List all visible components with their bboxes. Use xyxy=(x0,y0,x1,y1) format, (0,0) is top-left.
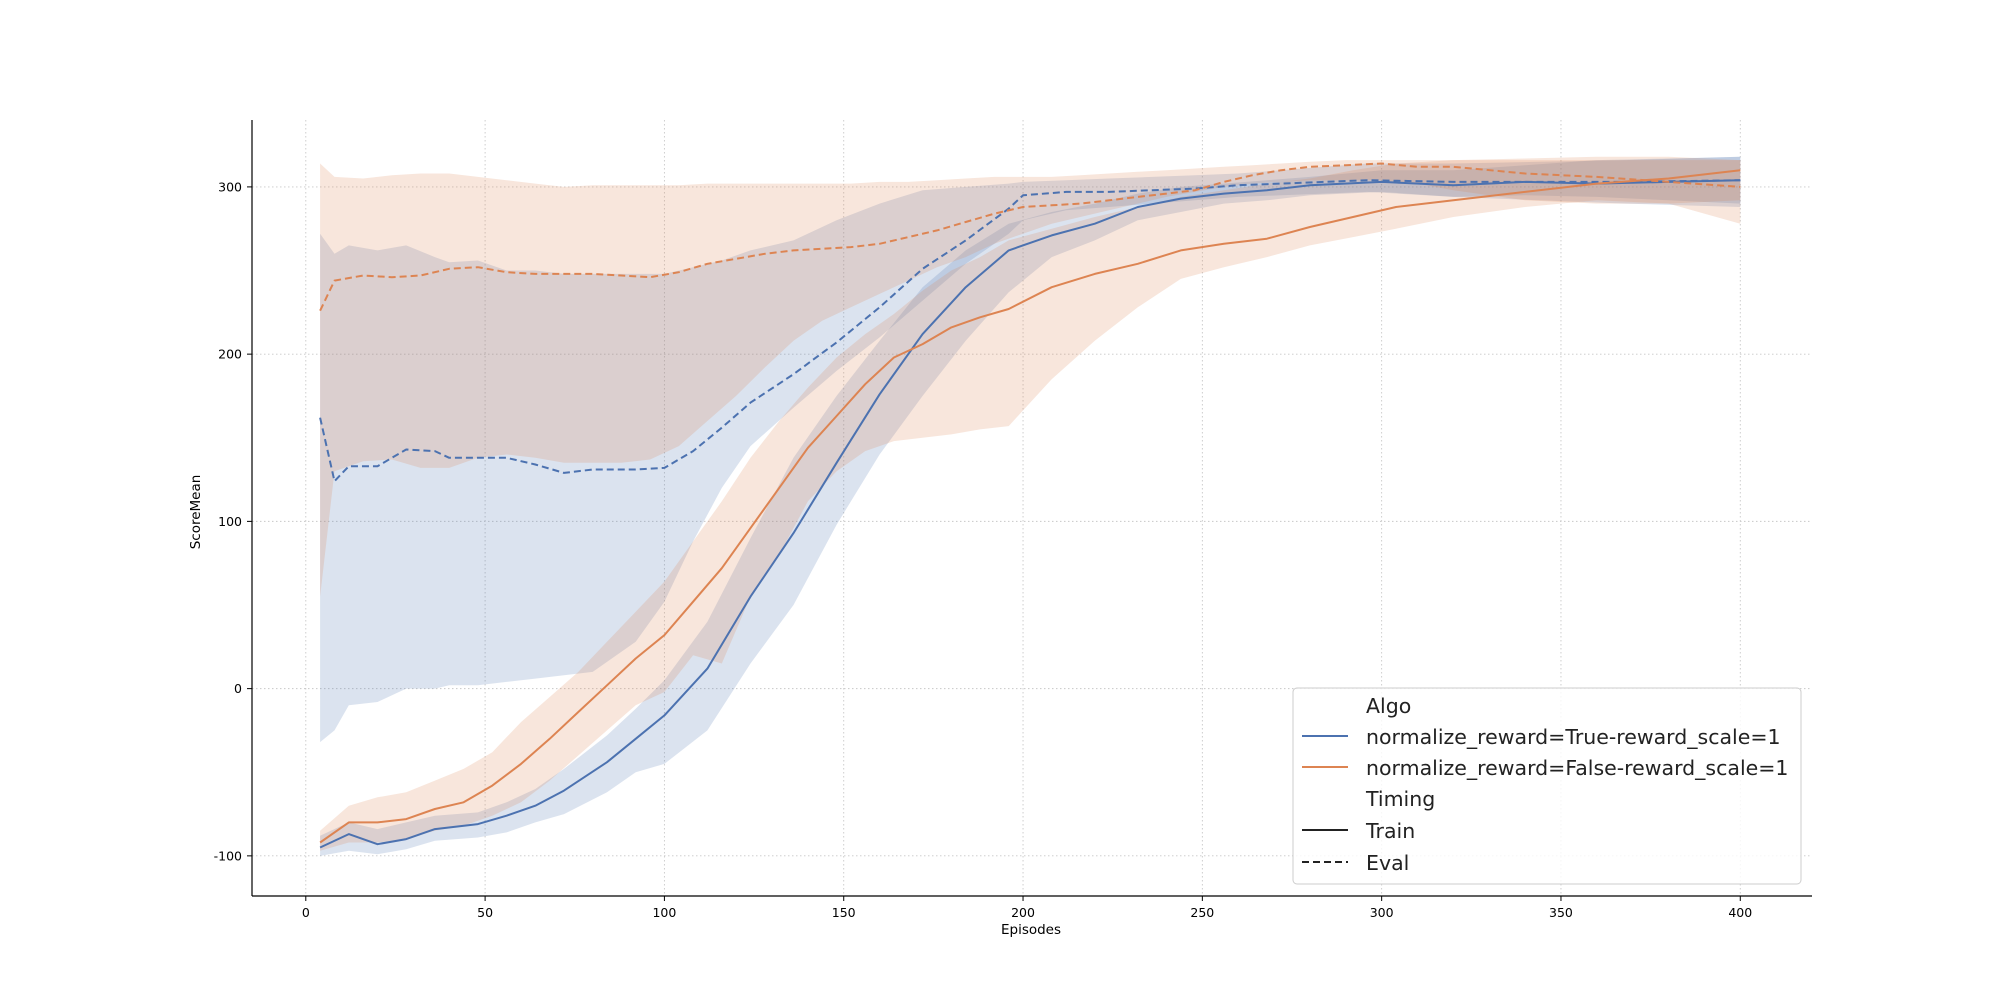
x-tick-label: 150 xyxy=(832,905,856,920)
y-tick-label: -100 xyxy=(214,848,242,863)
x-tick-label: 50 xyxy=(477,905,493,920)
x-tick-label: 200 xyxy=(1011,905,1035,920)
series-line-4 xyxy=(319,162,1741,312)
y-axis-label: ScoreMean xyxy=(188,475,204,550)
series-band-2 xyxy=(320,156,1741,743)
y-tick-label: 200 xyxy=(218,347,242,362)
series-band-4 xyxy=(320,160,1741,597)
series-line-2 xyxy=(319,179,1741,483)
x-tick-label: 0 xyxy=(302,905,310,920)
y-tick-label: 0 xyxy=(234,681,242,696)
series-line-1 xyxy=(319,179,1741,849)
x-tick-label: 250 xyxy=(1190,905,1214,920)
confidence-bands xyxy=(320,156,1741,856)
legend-title-algo: Algo xyxy=(1366,694,1411,718)
grid xyxy=(252,120,1812,896)
x-tick-label: 100 xyxy=(652,905,676,920)
series-lines xyxy=(319,162,1741,849)
legend-entry-eval: Eval xyxy=(1366,851,1409,875)
axes xyxy=(251,120,1812,897)
series-band-3 xyxy=(320,156,1741,851)
legend: Algo normalize_reward=True-reward_scale=… xyxy=(1292,687,1802,885)
series-band-1 xyxy=(320,156,1741,856)
series-line-3 xyxy=(319,169,1741,844)
legend-entry-train: Train xyxy=(1365,819,1415,843)
x-axis-label: Episodes xyxy=(1001,922,1061,938)
x-tick-label: 300 xyxy=(1370,905,1394,920)
legend-entry-true: normalize_reward=True-reward_scale=1 xyxy=(1366,725,1781,750)
legend-title-timing: Timing xyxy=(1365,787,1435,811)
legend-entry-false: normalize_reward=False-reward_scale=1 xyxy=(1366,756,1788,781)
x-tick-label: 350 xyxy=(1549,905,1573,920)
y-tick-label: 100 xyxy=(218,514,242,529)
y-tick-label: 300 xyxy=(218,179,242,194)
ticks: 0 50 100 150 200 250 300 350 400 -100 0 100 200 300 xyxy=(214,179,1753,920)
x-tick-label: 400 xyxy=(1728,905,1752,920)
legend-box xyxy=(1292,687,1802,885)
